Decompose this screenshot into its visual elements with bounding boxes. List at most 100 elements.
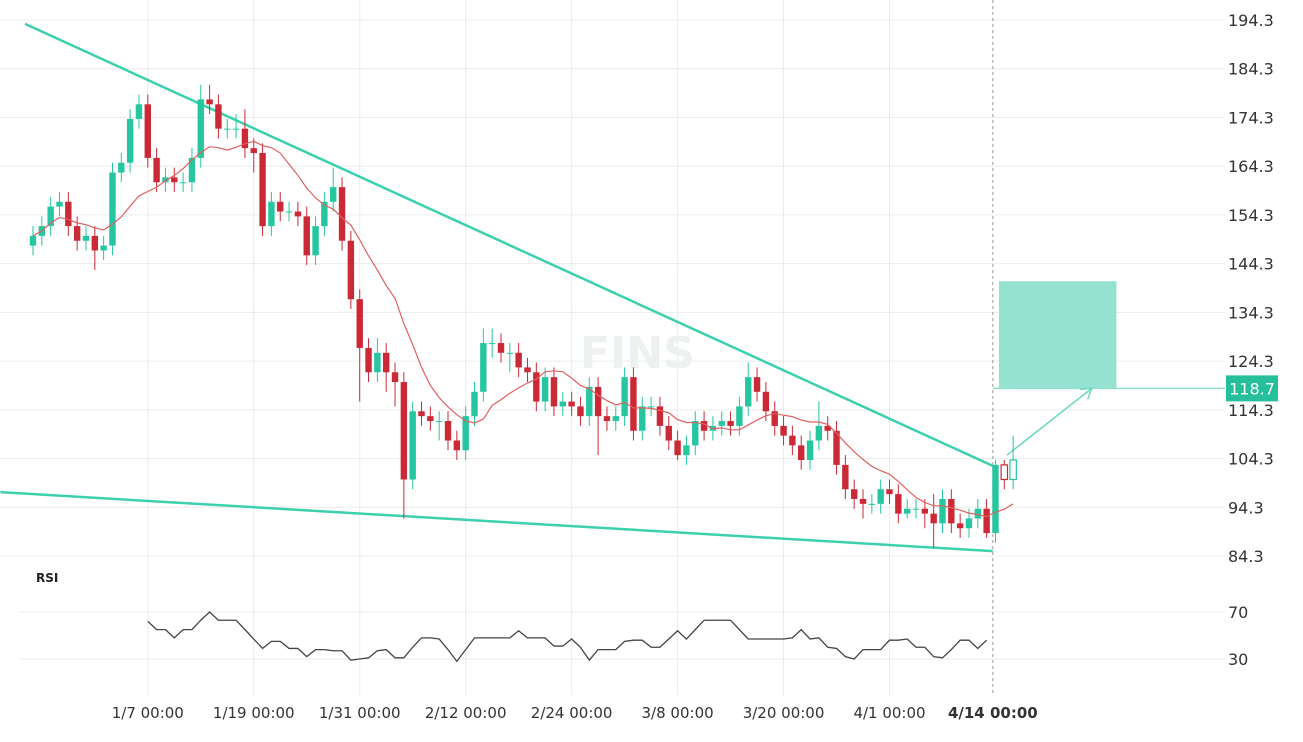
candle-body xyxy=(956,523,964,529)
candle-body xyxy=(930,513,937,524)
candle-body xyxy=(524,367,531,373)
candle-body xyxy=(745,377,752,407)
candle-body xyxy=(179,182,187,184)
candle-body xyxy=(515,352,522,368)
candle-body xyxy=(674,440,681,456)
target-arrow xyxy=(1006,387,1093,456)
candle-body xyxy=(497,343,505,353)
candle-body xyxy=(850,489,858,499)
time-tick-label: 3/8 00:00 xyxy=(642,704,714,722)
rsi-line xyxy=(147,611,988,663)
candle-body xyxy=(144,104,151,158)
candle-body xyxy=(294,211,302,217)
candle-body xyxy=(241,128,249,149)
price-tick-label: 94.3 xyxy=(1228,498,1264,517)
watermark: FINS xyxy=(580,328,695,379)
candle-body xyxy=(983,508,990,534)
lower-support-trendline xyxy=(0,490,993,553)
candle-body xyxy=(162,177,169,183)
candle-body xyxy=(965,518,973,529)
candle-body xyxy=(753,377,761,392)
candle-body xyxy=(506,352,514,354)
candle-body xyxy=(277,201,284,212)
candle-body xyxy=(303,216,310,256)
candle-body xyxy=(338,187,346,241)
candle-body xyxy=(780,425,787,436)
candle-body xyxy=(29,235,37,246)
candle-body xyxy=(73,226,81,241)
candle-body xyxy=(877,489,884,504)
time-tick-label: 4/1 00:00 xyxy=(853,704,925,722)
time-tick-label: 1/19 00:00 xyxy=(213,704,295,722)
grid xyxy=(0,0,1225,695)
candle-body xyxy=(65,201,72,227)
price-tick-label: 134.3 xyxy=(1228,303,1274,322)
candle-body xyxy=(118,162,125,173)
candle-body xyxy=(586,386,593,417)
projected-candle xyxy=(1000,464,1009,481)
candle-body xyxy=(895,494,902,514)
candle-body xyxy=(488,343,496,345)
candle-body xyxy=(612,416,619,422)
candle-body xyxy=(188,157,196,183)
candle-body xyxy=(383,352,390,373)
candle-body xyxy=(400,382,408,480)
candle-body xyxy=(727,421,734,426)
candle-body xyxy=(806,440,814,461)
price-tick-label: 104.3 xyxy=(1228,450,1274,469)
price-tick-label: 144.3 xyxy=(1228,255,1274,274)
candle-body xyxy=(268,201,275,227)
candle-body xyxy=(347,240,355,300)
candle-body xyxy=(771,411,778,426)
target-price-label: 118.7 xyxy=(1226,375,1278,402)
trendlines xyxy=(0,22,994,553)
price-tick-label: 84.3 xyxy=(1228,547,1264,566)
time-axis: 1/7 00:00 1/19 00:00 1/31 00:00 2/12 00:00 2… xyxy=(112,704,1038,722)
candle-body xyxy=(921,508,929,514)
candle-body xyxy=(665,425,672,441)
candle-body xyxy=(100,245,107,251)
candle-body xyxy=(480,343,487,392)
price-tick-label: 184.3 xyxy=(1228,60,1274,79)
candle-body xyxy=(250,148,257,154)
candle-body xyxy=(418,411,425,417)
candle-body xyxy=(621,377,628,417)
candle-body xyxy=(630,377,637,431)
candle-body xyxy=(568,401,575,407)
rsi-panel: 70 30 xyxy=(147,603,1248,669)
candle-body xyxy=(374,352,381,373)
candle-body xyxy=(533,372,540,402)
candle-body xyxy=(453,440,461,451)
time-tick-label: 4/14 00:00 xyxy=(948,704,1038,722)
candle-body xyxy=(974,508,982,519)
candle-body xyxy=(427,416,434,422)
candles xyxy=(29,84,1017,548)
candle-body xyxy=(215,104,222,129)
candle-body xyxy=(718,421,725,426)
price-tick-label: 114.3 xyxy=(1228,401,1274,420)
candle-body xyxy=(356,299,363,348)
price-tick-label: 164.3 xyxy=(1228,157,1274,176)
candle-body xyxy=(135,104,143,119)
candle-body xyxy=(259,153,266,227)
moving-average-line xyxy=(32,140,1014,518)
price-tick-label: 174.3 xyxy=(1228,108,1274,127)
candle-body xyxy=(948,498,955,524)
candle-body xyxy=(391,372,399,383)
candle-body xyxy=(859,498,867,504)
candle-body xyxy=(736,406,743,426)
candle-body xyxy=(312,226,319,256)
time-tick-label: 1/7 00:00 xyxy=(112,704,184,722)
candle-body xyxy=(365,347,372,373)
candle-body xyxy=(833,430,840,465)
target-zone-box xyxy=(999,281,1117,389)
candle-body xyxy=(550,377,558,407)
candle-body xyxy=(444,421,452,441)
candle-body xyxy=(435,421,443,423)
target-label-bg xyxy=(1226,375,1278,402)
candle-body xyxy=(559,401,566,407)
candle-body xyxy=(206,99,213,105)
rsi-label: RSI xyxy=(36,571,58,585)
price-tick-label: 154.3 xyxy=(1228,206,1274,225)
